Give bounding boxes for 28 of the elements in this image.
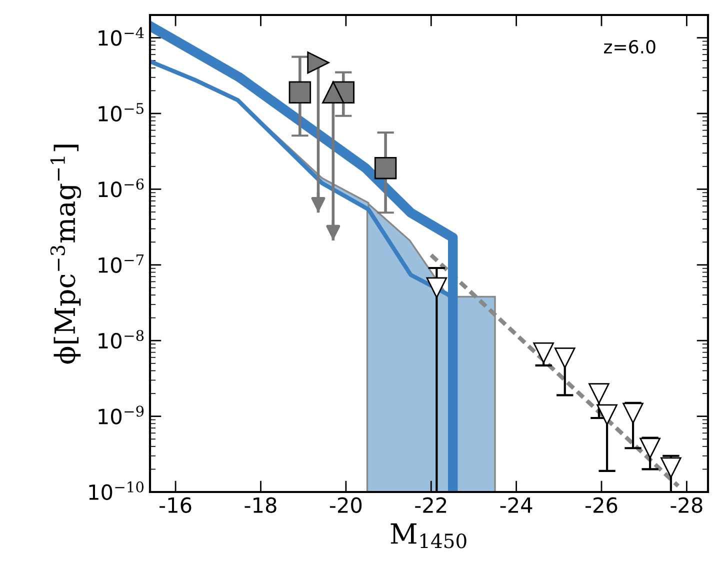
x-tick-label: -26 xyxy=(586,497,618,513)
point xyxy=(640,438,660,459)
point xyxy=(554,348,576,368)
point xyxy=(322,81,344,104)
y-tick-label: 10$^{−7}$ xyxy=(98,254,144,273)
x-tick-label: -16 xyxy=(160,497,192,513)
x-tick-label: -20 xyxy=(330,497,362,513)
y-tick-label: 10$^{−9}$ xyxy=(98,406,144,424)
point xyxy=(596,404,618,426)
point xyxy=(374,156,397,180)
x-axis-title: M$_{1450}$ xyxy=(390,523,466,548)
y-tick-label: 10$^{−10}$ xyxy=(89,481,144,500)
point xyxy=(307,52,330,74)
x-tick-label: -28 xyxy=(670,497,702,513)
x-tick-label: -24 xyxy=(500,497,532,513)
point xyxy=(588,383,610,404)
point xyxy=(426,277,448,298)
y-tick-label: 10$^{−6}$ xyxy=(98,178,144,198)
y-axis-title: ϕ[Mpc$^{−3}$mag$^{−1}$] xyxy=(50,144,82,364)
point xyxy=(660,457,682,478)
annotation: z=6.0 xyxy=(604,40,656,54)
point xyxy=(288,81,312,104)
point xyxy=(622,402,644,424)
y-tick-label: 10$^{−4}$ xyxy=(98,27,144,46)
y-tick-label: 10$^{−5}$ xyxy=(98,103,144,122)
x-tick-label: -18 xyxy=(244,497,276,513)
y-tick-label: 10$^{−8}$ xyxy=(98,330,144,349)
x-tick-label: -22 xyxy=(415,497,446,513)
